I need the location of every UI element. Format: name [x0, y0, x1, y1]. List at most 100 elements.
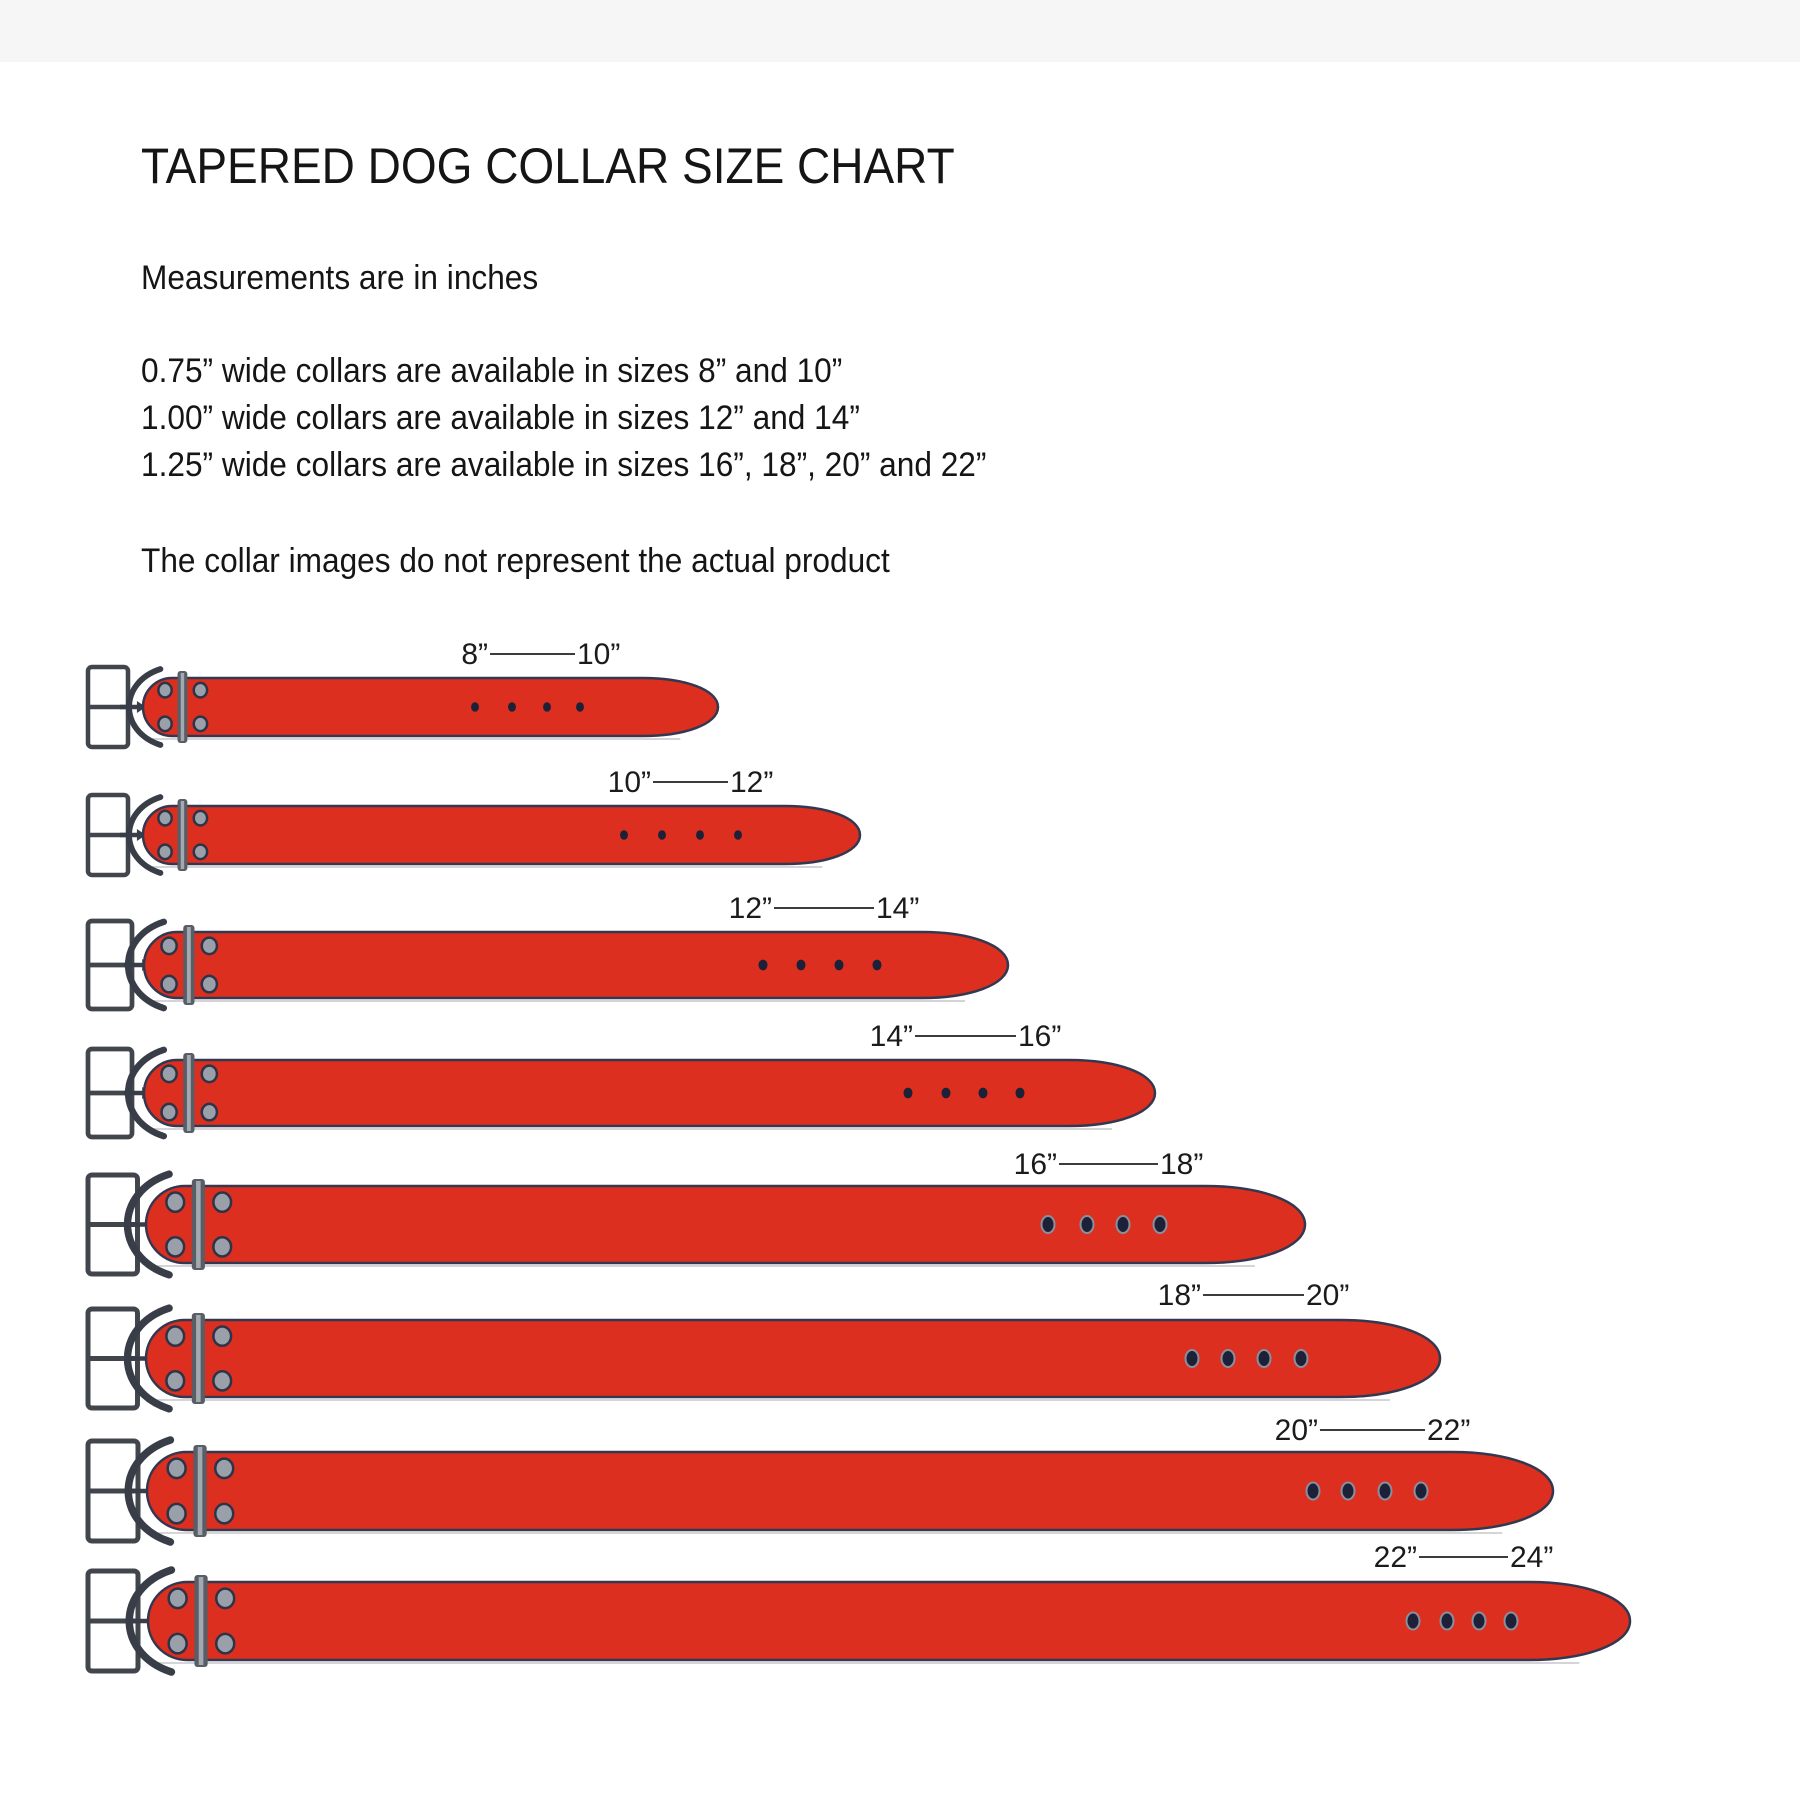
collar-row-16-18: 16” 18” — [85, 1148, 1307, 1279]
adjustment-hole — [508, 702, 516, 712]
adjustment-hole — [1405, 1611, 1421, 1631]
buckle-prong-tip — [136, 701, 146, 713]
size-label-from: 10” — [608, 766, 651, 799]
size-label-from: 12” — [729, 892, 772, 925]
adjustment-hole — [1079, 1215, 1095, 1234]
rivet — [160, 1102, 178, 1122]
rivet — [200, 936, 219, 956]
rivet — [166, 1502, 187, 1525]
adjustment-hole — [543, 702, 551, 712]
rivet — [160, 974, 178, 994]
disclaimer-note: The collar images do not represent the a… — [141, 542, 890, 580]
adjustment-hole — [978, 1087, 988, 1099]
adjustment-hole — [658, 830, 666, 840]
collar-strap — [141, 804, 862, 866]
collar-row-22-24: 22” 24” — [85, 1541, 1632, 1676]
rivet — [200, 1064, 219, 1084]
rivet — [192, 809, 209, 827]
collar-strap — [142, 930, 1010, 1000]
rivet — [192, 843, 209, 861]
adjustment-hole — [1305, 1481, 1321, 1501]
adjustment-hole — [1152, 1215, 1168, 1234]
adjustment-hole — [758, 959, 768, 971]
rivet — [212, 1191, 233, 1214]
adjustment-hole — [471, 702, 479, 712]
adjustment-hole — [1340, 1481, 1356, 1501]
collar-row-20-22: 20” 22” — [85, 1414, 1555, 1546]
width-line-125: 1.25” wide collars are available in size… — [141, 446, 987, 484]
d-ring — [125, 1566, 176, 1676]
adjustment-hole — [903, 1087, 913, 1099]
rivet — [165, 1191, 186, 1214]
adjustment-hole — [1040, 1215, 1056, 1234]
rivet — [212, 1369, 233, 1392]
adjustment-hole — [1377, 1481, 1393, 1501]
rivet — [214, 1502, 235, 1525]
rivet — [165, 1369, 186, 1392]
size-label-to: 14” — [876, 892, 919, 925]
rivet — [165, 1325, 186, 1348]
rivet — [165, 1235, 186, 1258]
rivet — [166, 1457, 187, 1480]
adjustment-hole — [1184, 1349, 1200, 1368]
width-availability-list: 0.75” wide collars are available in size… — [141, 348, 986, 489]
width-line-075: 0.75” wide collars are available in size… — [141, 352, 843, 390]
rivet — [157, 809, 173, 827]
d-ring — [123, 1170, 173, 1279]
size-label-from: 18” — [1158, 1279, 1201, 1312]
size-label-from: 20” — [1275, 1414, 1318, 1447]
d-ring — [123, 1304, 173, 1413]
d-ring — [124, 1436, 175, 1546]
rivet — [192, 681, 209, 699]
rivet — [212, 1325, 233, 1348]
rivet — [157, 715, 173, 733]
collar-strap — [142, 1058, 1157, 1128]
rivet — [215, 1587, 236, 1610]
adjustment-hole — [941, 1087, 951, 1099]
size-label-to: 12” — [730, 766, 773, 799]
size-label-to: 22” — [1427, 1414, 1470, 1447]
page-title: TAPERED DOG COLLAR SIZE CHART — [141, 138, 955, 194]
adjustment-hole — [1220, 1349, 1236, 1368]
d-ring — [125, 1046, 168, 1140]
rivet — [160, 936, 178, 956]
adjustment-hole — [872, 959, 882, 971]
collar-strap — [141, 676, 720, 738]
d-ring — [126, 666, 164, 748]
rivet — [157, 681, 173, 699]
rivet — [200, 974, 219, 994]
top-band — [0, 0, 1800, 62]
width-line-100: 1.00” wide collars are available in size… — [141, 399, 860, 437]
adjustment-hole — [1293, 1349, 1309, 1368]
adjustment-hole — [796, 959, 806, 971]
adjustment-hole — [696, 830, 704, 840]
rivet — [160, 1064, 178, 1084]
rivet — [214, 1457, 235, 1480]
d-ring — [126, 794, 164, 876]
collar-row-12-14: 12” 14” — [85, 892, 1010, 1012]
collar-row-8-10: 8” 10” — [85, 638, 720, 750]
adjustment-hole — [1439, 1611, 1455, 1631]
size-label-from: 8” — [461, 638, 488, 671]
size-label-to: 10” — [577, 638, 620, 671]
measurement-note: Measurements are in inches — [141, 259, 539, 297]
adjustment-hole — [1503, 1611, 1519, 1631]
size-label-to: 16” — [1018, 1020, 1061, 1053]
size-label-to: 20” — [1306, 1279, 1349, 1312]
rivet — [192, 715, 209, 733]
rivet — [157, 843, 173, 861]
size-label-to: 24” — [1510, 1541, 1553, 1574]
collar-row-10-12: 10” 12” — [85, 766, 862, 878]
size-label-from: 22” — [1374, 1541, 1417, 1574]
buckle-prong-tip — [136, 829, 146, 841]
collar-strap — [144, 1184, 1307, 1265]
adjustment-hole — [1413, 1481, 1429, 1501]
adjustment-hole — [1256, 1349, 1272, 1368]
adjustment-hole — [1471, 1611, 1487, 1631]
rivet — [200, 1102, 219, 1122]
size-label-to: 18” — [1160, 1148, 1203, 1181]
collar-row-14-16: 14” 16” — [85, 1020, 1157, 1140]
collar-row-18-20: 18” 20” — [85, 1279, 1442, 1413]
